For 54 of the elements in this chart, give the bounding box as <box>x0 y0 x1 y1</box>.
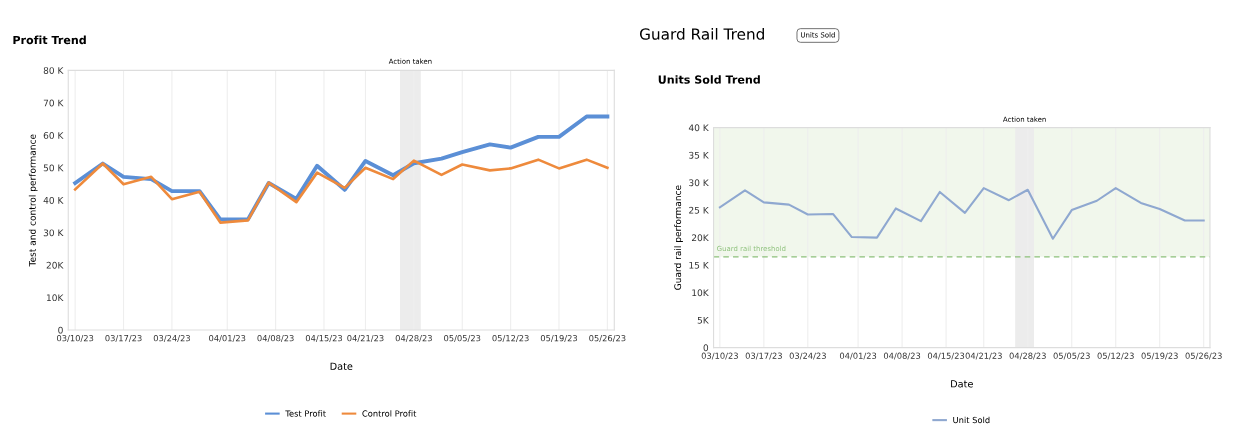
x-tick-label: 04/15/23 <box>927 352 965 360</box>
x-tick-label: 04/28/23 <box>1009 352 1046 360</box>
line-series <box>73 158 609 224</box>
chart-title: Profit Trend <box>13 35 86 45</box>
y-axis-title: Guard rail performance <box>674 185 683 290</box>
x-tick-label: 04/21/23 <box>347 335 384 342</box>
y-tick-label: 25 K <box>689 206 709 214</box>
x-tick-label: 03/10/23 <box>57 335 94 342</box>
x-axis-title: Date <box>951 380 973 388</box>
x-axis-title: Date <box>330 362 353 370</box>
y-tick-label: 80 K <box>43 67 64 74</box>
y-tick-label: 20K <box>46 261 64 269</box>
x-tick-label: 04/28/23 <box>395 335 432 342</box>
y-tick-label: 40 K <box>688 124 709 132</box>
x-tick-label: 05/05/23 <box>1053 352 1090 360</box>
line-series <box>718 187 1205 240</box>
x-tick-label: 03/17/23 <box>745 352 782 360</box>
legend-label: Control Profit <box>362 410 417 417</box>
x-tick-label: 04/08/23 <box>883 352 921 360</box>
y-tick-label: 30 K <box>43 229 64 237</box>
y-tick-label: 50 K <box>43 164 64 172</box>
y-tick-label: 10K <box>46 294 64 302</box>
y-tick-label: 35 K <box>689 151 709 159</box>
y-tick-label: 5K <box>697 316 709 324</box>
x-tick-label: 03/24/23 <box>789 352 826 360</box>
x-tick-label: 05/26/23 <box>1185 352 1222 360</box>
x-tick-label: 03/10/23 <box>701 352 738 360</box>
y-tick-label: 60 K <box>43 132 64 139</box>
y-tick-label: 70 K <box>43 99 64 107</box>
y-tick-label: 0 <box>58 326 63 334</box>
x-tick-label: 03/17/23 <box>105 335 142 342</box>
y-tick-label: 40 K <box>43 196 64 204</box>
x-tick-label: 05/05/23 <box>444 335 481 342</box>
x-tick-label: 05/26/23 <box>589 335 626 342</box>
x-tick-label: 05/19/23 <box>540 335 578 342</box>
chart-title: Units Sold Trend <box>658 75 760 84</box>
y-tick-label: 30 K <box>689 179 709 187</box>
x-tick-label: 04/21/23 <box>965 352 1002 360</box>
y-axis-title: Test and control performance <box>28 134 38 267</box>
x-tick-label: 05/12/23 <box>492 335 529 342</box>
x-tick-label: 04/01/23 <box>839 352 877 360</box>
legend-label: Unit Sold <box>953 416 990 424</box>
text: Guard Rail Trend <box>639 27 764 40</box>
x-tick-label: 03/24/23 <box>153 335 190 342</box>
x-tick-label: 04/15/23 <box>305 335 343 342</box>
x-tick-label: 04/01/23 <box>209 335 246 342</box>
y-tick-label: 0 <box>703 344 709 352</box>
y-tick-label: 10K <box>692 289 709 297</box>
x-tick-label: 05/19/23 <box>1141 352 1178 360</box>
x-tick-label: 05/12/23 <box>1097 352 1134 360</box>
x-tick-label: 04/08/23 <box>257 335 294 342</box>
y-tick-label: 20K <box>691 234 709 242</box>
legend-label: Test Profit <box>285 410 326 417</box>
y-tick-label: 15 K <box>689 261 709 269</box>
